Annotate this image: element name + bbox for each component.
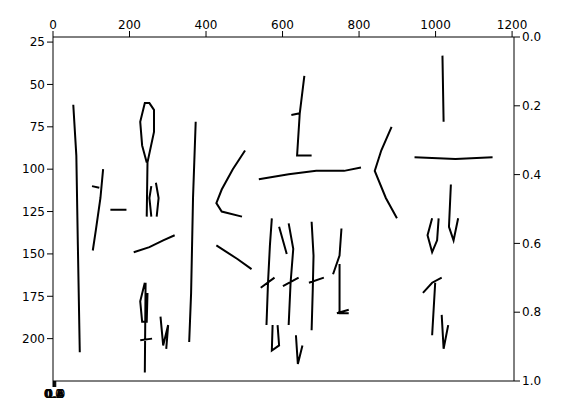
svg-text:0.0: 0.0 xyxy=(522,30,541,44)
svg-text:800: 800 xyxy=(348,18,371,32)
svg-text:0.8: 0.8 xyxy=(46,387,65,401)
svg-text:0: 0 xyxy=(49,18,57,32)
svg-text:600: 600 xyxy=(271,18,294,32)
svg-text:75: 75 xyxy=(30,120,45,134)
svg-text:0.2: 0.2 xyxy=(522,99,541,113)
svg-text:125: 125 xyxy=(22,205,45,219)
svg-text:0.6: 0.6 xyxy=(522,237,541,251)
svg-text:50: 50 xyxy=(30,78,45,92)
svg-text:200: 200 xyxy=(118,18,141,32)
svg-text:1.0: 1.0 xyxy=(522,374,541,388)
svg-text:1200: 1200 xyxy=(496,18,528,32)
svg-text:200: 200 xyxy=(22,332,45,346)
svg-text:0.8: 0.8 xyxy=(522,305,541,319)
svg-text:100: 100 xyxy=(22,162,45,176)
svg-text:25: 25 xyxy=(30,35,45,49)
svg-text:400: 400 xyxy=(195,18,218,32)
svg-text:175: 175 xyxy=(22,290,45,304)
svg-text:0.4: 0.4 xyxy=(522,168,541,182)
svg-text:1000: 1000 xyxy=(420,18,451,32)
svg-text:1.0: 1.0 xyxy=(46,387,65,401)
svg-text:150: 150 xyxy=(22,247,45,261)
